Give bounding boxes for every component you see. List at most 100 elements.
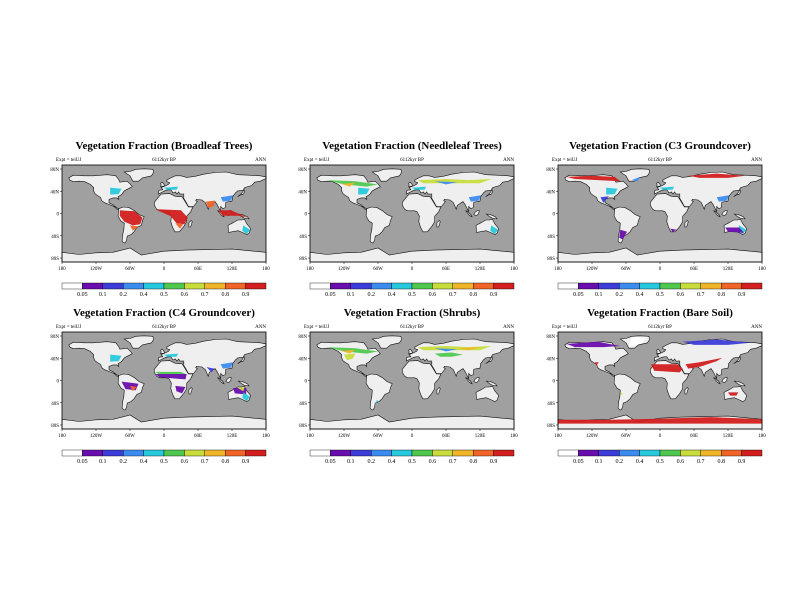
colorbar-swatch [350, 282, 372, 290]
colorbar-label: 0.05 [77, 292, 88, 298]
x-tick-label: 180 [758, 267, 766, 272]
colorbar-swatch [204, 282, 226, 290]
shade-green-asia-2 [457, 347, 480, 351]
colorbar-swatch [122, 282, 144, 290]
x-tick-label: 180 [306, 434, 314, 439]
land-greenland [123, 335, 155, 349]
colorbar-swatch [557, 449, 579, 457]
shade-boreal-mixed-1 [417, 179, 492, 184]
shade-red-desert-3 [594, 362, 599, 366]
expt-label: Expt = teiUJ [56, 325, 81, 330]
panel-6: Vegetation Fraction (Bare Soil) Expt = te… [546, 307, 766, 465]
x-tick-label: 180 [262, 434, 270, 439]
shade-green-asia-3 [374, 399, 378, 406]
x-tick-label: 120W [338, 434, 351, 439]
shade-tundra-dark-1 [682, 339, 751, 345]
x-tick-label: 180 [58, 267, 66, 272]
panel-4: Vegetation Fraction (C4 Groundcover) Expt… [50, 307, 270, 465]
colorbar-swatch [578, 449, 600, 457]
y-tick-label: 40N [50, 357, 59, 362]
colorbar-label: 0.6 [429, 459, 437, 465]
period-label: 6112kyr BP [648, 158, 672, 163]
colorbar-label: 0.8 [717, 459, 725, 465]
x-tick-label: 180 [262, 267, 270, 272]
season-label: ANN [503, 325, 514, 330]
land-australia [475, 386, 500, 402]
x-tick-label: 0 [163, 267, 166, 272]
colorbar-label: 0.2 [615, 292, 623, 298]
colorbar-label: 0.2 [367, 292, 375, 298]
x-tick-label: 180 [554, 267, 562, 272]
shade-purple-tropics-1 [155, 374, 187, 380]
colorbar-label: 0.5 [408, 459, 416, 465]
land-madagascar [436, 220, 441, 228]
colorbar-label: 0.7 [697, 459, 705, 465]
colorbar-swatch [721, 449, 742, 457]
colorbar-label: 0.2 [119, 459, 127, 465]
colorbar-label: 0.8 [469, 292, 477, 298]
land-sumatra [464, 377, 473, 385]
shade-tundra-dark-0 [566, 341, 621, 348]
colorbar-label: 0.5 [656, 459, 664, 465]
colorbar-swatch [721, 282, 742, 290]
colorbar-label: 0.1 [595, 459, 603, 465]
x-tick-label: 60E [442, 267, 450, 272]
expt-label: Expt = teiUJ [304, 158, 329, 163]
colorbar-label: 0.7 [201, 292, 209, 298]
x-tick-label: 120E [723, 267, 734, 272]
x-tick-label: 0 [659, 434, 662, 439]
shade-green-sahel-0 [155, 371, 186, 374]
shade-yellow-subtropics-0 [130, 225, 139, 231]
shade-blue-midlat-2 [220, 362, 234, 369]
x-tick-label: 120E [723, 434, 734, 439]
land-borneo [225, 376, 232, 384]
shade-red-desert-1 [685, 357, 723, 369]
colorbar-swatch [350, 449, 372, 457]
y-tick-label: 80N [50, 335, 59, 340]
land-sumatra [216, 377, 225, 385]
land-new-guinea [486, 213, 498, 220]
land-madagascar [684, 387, 689, 395]
shade-purple-tropics-2 [175, 385, 186, 394]
x-tick-label: 180 [510, 267, 518, 272]
colorbar-swatch [411, 282, 433, 290]
colorbar-label: 0.1 [347, 459, 355, 465]
land-uk [408, 348, 414, 354]
land-new-guinea [486, 380, 498, 387]
shade-blue-midlat-0 [358, 187, 370, 195]
y-tick-label: 40N [298, 357, 307, 362]
shade-blue-midlat-2 [468, 195, 482, 202]
panel-title: Vegetation Fraction (C3 Groundcover) [569, 140, 751, 152]
colorbar-label: 0.7 [697, 292, 705, 298]
colorbar-label: 0.5 [408, 292, 416, 298]
colorbar-label: 0.1 [99, 459, 107, 465]
colorbar-label: 0.2 [615, 459, 623, 465]
x-tick-label: 60W [373, 434, 383, 439]
panel-1: Vegetation Fraction (Broadleaf Trees) Exp… [50, 140, 270, 298]
x-tick-label: 60E [194, 434, 202, 439]
y-tick-label: 40S [51, 402, 59, 407]
land-sumatra [464, 210, 473, 218]
colorbar-label: 0.7 [449, 292, 457, 298]
colorbar-swatch [224, 282, 246, 290]
colorbar-swatch [432, 282, 453, 290]
land-north-america [564, 341, 629, 377]
land-uk [656, 348, 662, 354]
x-tick-label: 0 [163, 434, 166, 439]
y-tick-label: 80N [50, 168, 59, 173]
colorbar-swatch [619, 282, 640, 290]
y-tick-label: 80N [546, 168, 555, 173]
colorbar-swatch [102, 449, 124, 457]
shade-blue-midlat-1 [164, 353, 179, 357]
colorbar-swatch [391, 282, 413, 290]
colorbar-swatch [741, 282, 763, 290]
expt-label: Expt = teiUJ [56, 158, 81, 163]
shade-blue-midlat-3 [242, 225, 251, 234]
y-tick-label: 80S [547, 257, 555, 262]
colorbar-swatch [598, 449, 620, 457]
colorbar-swatch [639, 282, 661, 290]
land-japan [485, 355, 493, 365]
colorbar-swatch [184, 282, 205, 290]
colorbar-swatch [741, 449, 763, 457]
